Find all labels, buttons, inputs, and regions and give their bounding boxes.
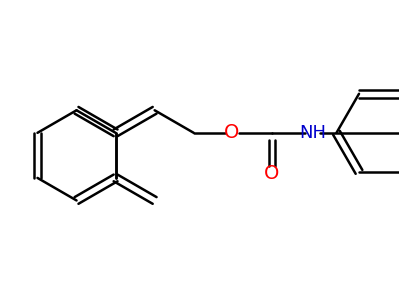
Text: NH: NH — [299, 124, 326, 142]
Text: O: O — [264, 164, 280, 183]
Text: O: O — [224, 123, 239, 142]
